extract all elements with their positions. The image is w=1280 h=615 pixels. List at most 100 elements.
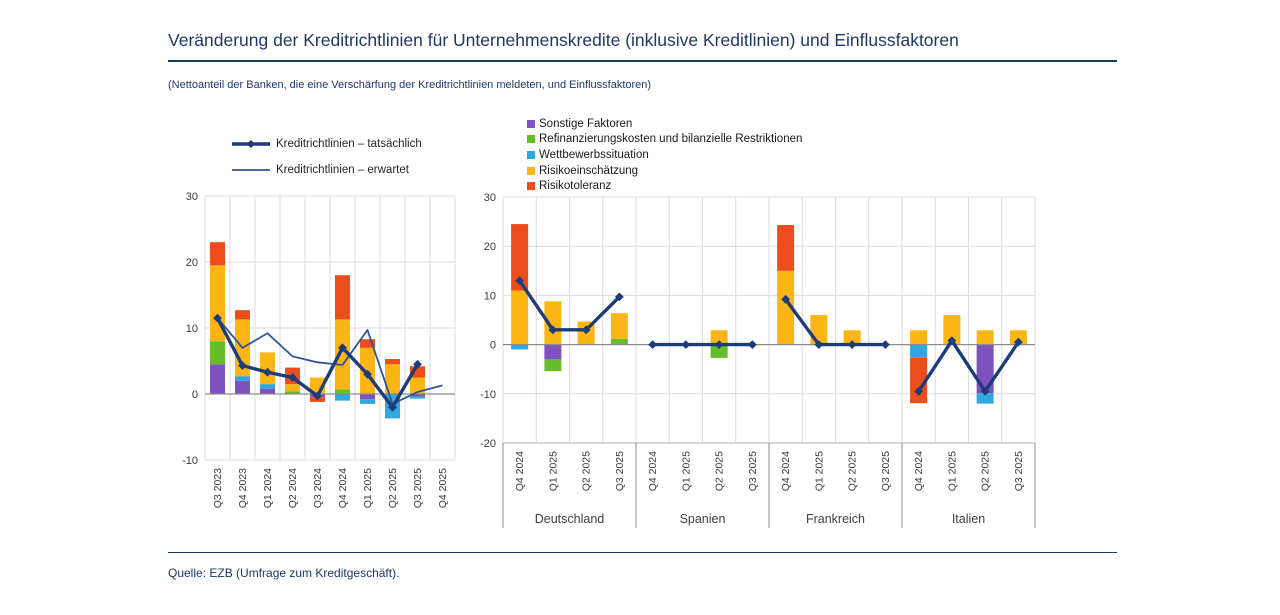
x-tick-label: Q3 2024 [312,468,324,508]
source-note: Quelle: EZB (Umfrage zum Kreditgeschäft)… [168,566,400,580]
y-tick-label: 0 [192,389,198,401]
bar-segment [777,225,795,271]
x-tick-label: Q4 2024 [913,451,925,491]
bar-segment [335,389,350,394]
legend-swatch [527,135,535,144]
x-tick-label: Q2 2025 [847,451,859,491]
line-marker [947,336,957,346]
left-chart: 30 20 10 0 -10 Q3 2023 Q4 2023 Q1 2024 Q2 2024 Q3… [165,186,465,536]
bar-segment [976,330,994,345]
line-marker [781,294,791,304]
y-tick-label: 20 [484,241,496,253]
bar-segment [335,394,350,401]
legend-label: Refinanzierungskosten und bilanzielle Re… [539,133,803,146]
line-marker [247,140,255,148]
x-tick-label: Q2 2025 [714,451,726,491]
bar-segment [810,315,828,345]
legend-swatch [527,150,535,159]
line-marker [980,386,990,396]
bar-segment [235,376,250,381]
legend-label: Kreditrichtlinien – erwartet [276,164,409,176]
bar-segment [843,330,861,345]
x-tick-label: Q3 2025 [880,451,892,491]
x-tick-label: Q1 2025 [946,451,958,491]
line-marker [814,340,824,349]
x-tick-label: Q4 2023 [237,468,249,508]
bar-segment [910,330,928,345]
x-tick-label: Q2 2024 [287,468,299,508]
y-tick-label: 30 [186,191,198,203]
legend-item: Sonstige Faktoren [527,116,802,132]
bar-segment [710,330,728,345]
bar-segment [285,384,300,392]
line-actual [784,298,886,347]
page-title: Veränderung der Kreditrichtlinien für Un… [168,30,959,50]
bar-segment [976,344,994,394]
bar-segment [385,359,400,365]
line-marker [581,325,591,335]
right-chart-svg: 30 20 10 0 -10 -20 Q4 2024 Q1 2025 Q2 2025 Q3 202… [480,192,1036,528]
bar-segment [335,319,350,390]
bar-segment [610,313,628,339]
bar-segment [610,338,628,345]
x-tick-label: Q1 2024 [262,468,274,508]
footer-divider [168,552,1117,553]
bar-segment [260,384,275,389]
expected-line-sample [232,169,270,171]
line-marker [313,391,322,401]
bar-segment [210,364,225,394]
x-tick-label: Q3 2025 [614,451,626,491]
legend-swatch [527,166,535,175]
bar-segment [210,242,225,266]
line-marker [238,361,247,371]
legend-label: Risikotoleranz [539,180,612,193]
panel-label: Italien [952,512,985,526]
y-tick-label: 0 [490,340,496,352]
left-chart-svg: 30 20 10 0 -10 Q3 2023 Q4 2023 Q1 2024 Q2 2024 Q3… [182,191,456,508]
x-tick-label: Q2 2025 [581,451,593,491]
legend-item: Risikoeinschätzung [527,163,802,179]
bar-segment [260,388,275,394]
line-actual [518,279,621,332]
bar-segment [777,270,795,345]
line-marker [681,340,691,349]
legend-item: Kreditrichtlinien – tatsächlich [230,131,422,157]
line-marker [515,276,525,286]
line-expected [216,317,443,405]
bar-segment [410,366,425,378]
bar-segment [511,290,529,345]
bar-segment [710,344,728,358]
bar-segment [285,391,300,394]
bar-segment [943,315,961,345]
legend-item: Refinanzierungskosten und bilanzielle Re… [527,132,802,148]
x-tick-label: Q2 2025 [387,468,399,508]
y-tick-label: -20 [480,438,496,450]
bar-segment [210,341,225,365]
line-marker [1013,337,1023,347]
legend-swatch [527,119,535,128]
bar-segment [976,393,994,404]
line-marker [714,340,724,349]
legend-item: Risikotoleranz [527,178,802,194]
right-chart: 30 20 10 0 -10 -20 Q4 2024 Q1 2025 Q2 2025 Q3 202… [465,186,1050,536]
left-chart-legend: Kreditrichtlinien – tatsächlich Kreditric… [230,131,422,183]
bar-segment [544,359,562,372]
x-tick-label: Q3 2025 [747,451,759,491]
title-divider [168,60,1117,62]
line-marker [614,292,624,302]
bar-segment [511,224,529,291]
bar-segment [385,364,400,394]
bar-segment [335,275,350,320]
x-tick-label: Q2 2025 [980,451,992,491]
panel-label: Deutschland [535,512,605,526]
y-tick-label: -10 [480,389,496,401]
x-tick-label: Q1 2025 [680,451,692,491]
y-tick-label: 10 [186,323,198,335]
bar-segment [235,380,250,394]
legend-label: Sonstige Faktoren [539,117,633,130]
line-marker [213,313,222,323]
line-marker [263,367,272,377]
x-tick-label: Q1 2025 [362,468,374,508]
bar-segment [910,357,928,404]
